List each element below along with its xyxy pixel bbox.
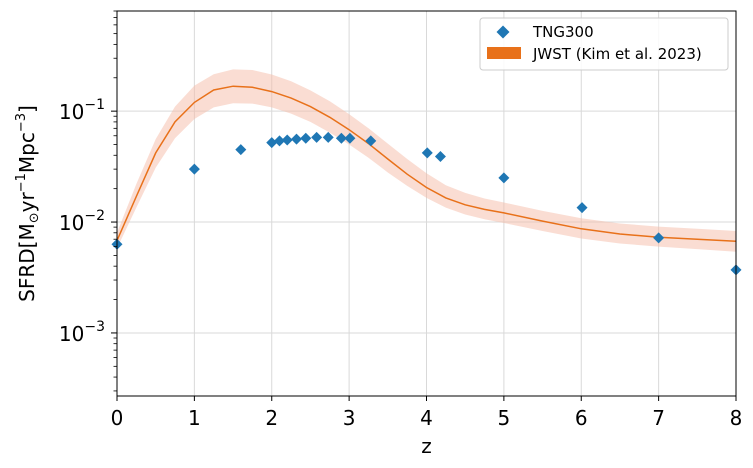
jwst-uncertainty-band (117, 69, 736, 252)
legend-marker-tng300 (496, 25, 510, 39)
legend-label-jwst: JWST (Kim et al. 2023) (532, 45, 702, 63)
tng300-point (434, 150, 446, 162)
tng300-point (421, 147, 433, 159)
tng300-point (273, 135, 285, 147)
tng300-point (300, 132, 312, 144)
x-tick-label: 0 (111, 406, 124, 430)
x-axis-label: z (421, 434, 432, 458)
jwst-band (117, 69, 736, 252)
x-tick-label: 8 (730, 406, 743, 430)
x-tick-label: 5 (498, 406, 511, 430)
tng300-point (322, 131, 334, 143)
x-tick-label: 3 (343, 406, 356, 430)
legend-label-tng300: TNG300 (532, 23, 594, 41)
y-axis-label: SFRD[M⊙yr−1Mpc−3] (14, 105, 42, 302)
x-tick-label: 4 (420, 406, 433, 430)
x-tick-label: 7 (652, 406, 665, 430)
legend: TNG300 JWST (Kim et al. 2023) (479, 17, 729, 71)
tng300-point (235, 144, 247, 156)
axis-ticks: 0 1 2 3 4 5 6 7 8 10−3 10−2 10−1 (59, 10, 743, 430)
tng300-point (344, 132, 356, 144)
tng300-point (576, 202, 588, 214)
tng300-point (498, 172, 510, 184)
tng300-point (653, 232, 665, 244)
legend-patch-jwst (487, 47, 521, 59)
x-tick-label: 1 (188, 406, 201, 430)
y-tick-label: 10−2 (59, 208, 105, 235)
x-tick-label: 2 (265, 406, 278, 430)
tng300-point (335, 132, 347, 144)
legend-box (479, 17, 729, 71)
tng300-point (266, 137, 278, 149)
y-tick-label: 10−1 (59, 97, 105, 124)
x-tick-label: 6 (575, 406, 588, 430)
tng300-point (281, 134, 293, 146)
tng300-point (188, 163, 200, 175)
tng300-point (291, 133, 303, 145)
tng300-point (365, 135, 377, 147)
tng300-point (311, 131, 323, 143)
y-tick-label: 10−3 (59, 319, 105, 346)
